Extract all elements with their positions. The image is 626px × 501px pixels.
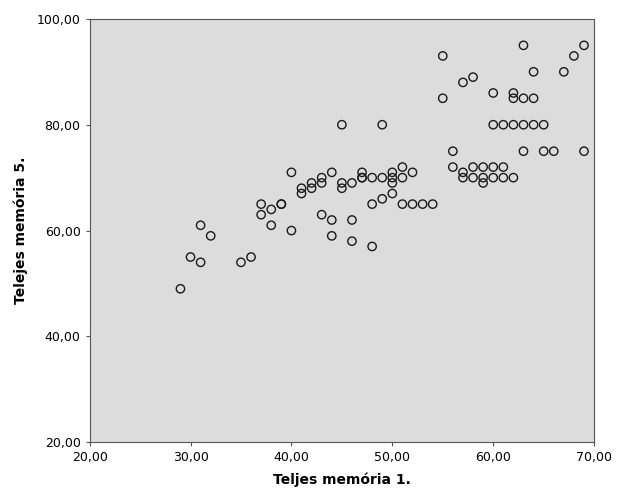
Point: [195, 221, 205, 229]
Point: [518, 121, 528, 129]
Point: [468, 163, 478, 171]
Point: [398, 174, 408, 182]
Point: [347, 216, 357, 224]
Point: [337, 184, 347, 192]
Point: [418, 200, 428, 208]
Point: [569, 52, 579, 60]
Point: [498, 121, 508, 129]
Point: [347, 179, 357, 187]
Point: [518, 42, 528, 50]
Point: [508, 121, 518, 129]
Point: [276, 200, 286, 208]
Point: [468, 174, 478, 182]
Point: [206, 232, 216, 240]
Point: [195, 259, 205, 267]
Point: [276, 200, 286, 208]
Point: [287, 168, 297, 176]
Point: [458, 168, 468, 176]
Point: [488, 174, 498, 182]
Point: [317, 174, 327, 182]
Point: [478, 179, 488, 187]
Point: [498, 163, 508, 171]
Point: [579, 42, 589, 50]
Point: [387, 174, 398, 182]
Point: [317, 179, 327, 187]
Point: [246, 253, 256, 261]
Point: [327, 216, 337, 224]
Point: [528, 68, 538, 76]
Point: [185, 253, 195, 261]
Point: [508, 174, 518, 182]
Point: [337, 121, 347, 129]
Point: [307, 184, 317, 192]
Point: [518, 147, 528, 155]
Y-axis label: Telejes memória 5.: Telejes memória 5.: [14, 157, 28, 304]
Point: [266, 221, 276, 229]
Point: [408, 200, 418, 208]
Point: [377, 121, 387, 129]
Point: [256, 211, 266, 219]
Point: [367, 242, 377, 250]
Point: [367, 200, 377, 208]
Point: [377, 174, 387, 182]
Point: [327, 168, 337, 176]
X-axis label: Teljes memória 1.: Teljes memória 1.: [273, 472, 411, 487]
Point: [549, 147, 559, 155]
Point: [236, 259, 246, 267]
Point: [408, 168, 418, 176]
Point: [508, 94, 518, 102]
Point: [256, 200, 266, 208]
Point: [367, 174, 377, 182]
Point: [468, 73, 478, 81]
Point: [266, 205, 276, 213]
Point: [387, 179, 398, 187]
Point: [387, 189, 398, 197]
Point: [287, 226, 297, 234]
Point: [357, 174, 367, 182]
Point: [488, 89, 498, 97]
Point: [448, 147, 458, 155]
Point: [398, 163, 408, 171]
Point: [498, 174, 508, 182]
Point: [508, 89, 518, 97]
Point: [398, 200, 408, 208]
Point: [438, 52, 448, 60]
Point: [377, 195, 387, 203]
Point: [307, 179, 317, 187]
Point: [488, 163, 498, 171]
Point: [428, 200, 438, 208]
Point: [528, 121, 538, 129]
Point: [347, 237, 357, 245]
Point: [337, 179, 347, 187]
Point: [559, 68, 569, 76]
Point: [297, 189, 307, 197]
Point: [528, 94, 538, 102]
Point: [317, 211, 327, 219]
Point: [579, 147, 589, 155]
Point: [357, 174, 367, 182]
Point: [478, 163, 488, 171]
Point: [538, 147, 548, 155]
Point: [538, 121, 548, 129]
Point: [438, 94, 448, 102]
Point: [458, 174, 468, 182]
Point: [387, 168, 398, 176]
Point: [297, 184, 307, 192]
Point: [478, 174, 488, 182]
Point: [327, 232, 337, 240]
Point: [357, 168, 367, 176]
Point: [448, 163, 458, 171]
Point: [175, 285, 185, 293]
Point: [488, 121, 498, 129]
Point: [458, 78, 468, 86]
Point: [518, 94, 528, 102]
